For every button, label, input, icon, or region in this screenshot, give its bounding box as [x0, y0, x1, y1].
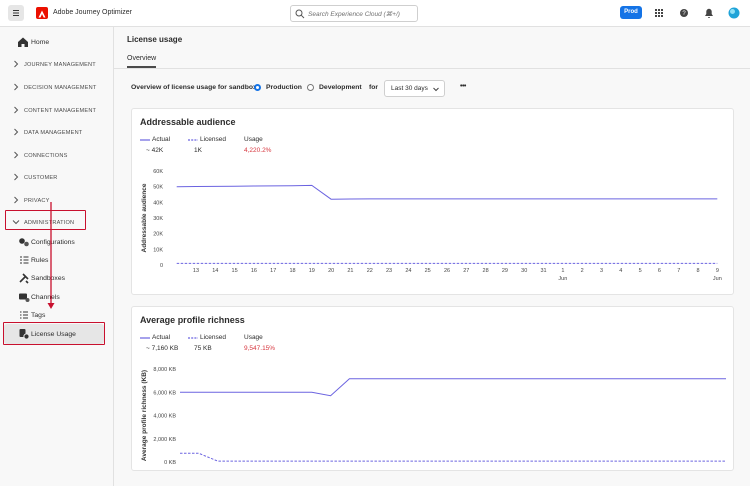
notifications-icon[interactable] [705, 8, 713, 18]
product-name[interactable]: Adobe Journey Optimizer [53, 9, 132, 16]
legend-value: ~ 42K [146, 147, 164, 154]
nav-item[interactable]: Configurations [31, 238, 75, 246]
svg-text:?: ? [682, 11, 686, 17]
legend-label: Licensed [200, 334, 227, 341]
nav-section[interactable]: CONTENT MANAGEMENT [24, 107, 97, 114]
chart-title: Average profile richness [140, 315, 245, 325]
usage-label: Usage [244, 334, 263, 341]
legend-label: Actual [152, 136, 171, 143]
legend-value: ~ 7,160 KB [146, 345, 179, 352]
header-icons: ? [655, 7, 740, 19]
chevron-icon [14, 106, 19, 114]
legend-swatch [140, 337, 150, 339]
chevron-icon [14, 173, 19, 181]
main-content: License usage Overview Overview of licen… [114, 27, 750, 486]
nav-item[interactable]: Tags [31, 311, 46, 319]
nav-icon [19, 293, 30, 302]
usage-label: Usage [244, 136, 263, 143]
search-box[interactable]: Search Experience Cloud (⌘+/) [290, 5, 418, 22]
apps-icon[interactable] [655, 9, 663, 17]
logo-glyph [38, 10, 46, 18]
nav-section[interactable]: ADMINISTRATION [24, 219, 75, 226]
radio-label[interactable]: Production [266, 84, 302, 91]
nav-item[interactable]: License Usage [31, 330, 76, 338]
nav-section[interactable]: CONNECTIONS [24, 152, 68, 159]
chart-title: Addressable audience [140, 117, 236, 127]
tab-divider [114, 68, 750, 69]
nav-item[interactable]: Home [31, 38, 50, 46]
nav-icon [19, 238, 29, 247]
menu-button[interactable] [8, 5, 24, 21]
chart-card: Average profile richness Actual ~ 7,160 KB… [131, 306, 734, 471]
legend-swatch [188, 139, 198, 141]
help-icon[interactable] [680, 9, 688, 17]
nav-section[interactable]: DATA MANAGEMENT [24, 129, 83, 136]
selected-background [4, 324, 104, 344]
legend-value: 1K [194, 147, 202, 154]
radio-button[interactable] [307, 84, 314, 91]
nav-section[interactable]: JOURNEY MANAGEMENT [24, 61, 96, 68]
nav-section[interactable]: PRIVACY [24, 197, 50, 204]
more-button[interactable]: ••• [460, 83, 466, 90]
chevron-icon [12, 220, 20, 225]
chart-card: Addressable audience Actual ~ 42K Licensed 1… [131, 108, 734, 295]
nav-item[interactable]: Sandboxes [31, 274, 66, 282]
highlight-box [5, 210, 86, 230]
legend-swatch [188, 337, 198, 339]
top-bar: Adobe Journey Optimizer Search Experienc… [0, 0, 750, 27]
search-icon [295, 9, 305, 19]
filter-label: Overview of license usage for sandbox [131, 84, 257, 91]
nav-section[interactable]: CUSTOMER [24, 174, 58, 181]
tab-overview[interactable]: Overview [127, 55, 157, 68]
nav-item[interactable]: Channels [31, 293, 60, 301]
chevron-icon [14, 83, 19, 91]
nav-icon [18, 37, 28, 47]
environment-button[interactable]: Prod [620, 6, 642, 19]
legend-swatch [140, 139, 150, 141]
chevron-icon [14, 196, 19, 204]
legend-value: 75 KB [194, 345, 212, 352]
usage-value: 4,220.2% [244, 147, 272, 154]
nav-icon [20, 311, 28, 319]
nav-icon [19, 329, 30, 340]
page-title: License usage [127, 35, 183, 44]
search-placeholder: Search Experience Cloud (⌘+/) [308, 10, 400, 18]
sidebar: Home JOURNEY MANAGEMENT DECISION MANAGEMEN… [0, 27, 114, 486]
dropdown-chevron [433, 87, 439, 92]
chevron-icon [14, 60, 19, 68]
chevron-icon [14, 128, 19, 136]
nav-section[interactable]: DECISION MANAGEMENT [24, 84, 97, 91]
range-dropdown[interactable]: Last 30 days [384, 80, 445, 97]
adobe-logo[interactable] [36, 7, 48, 19]
highlight-box [3, 322, 105, 345]
nav-item[interactable]: Rules [31, 256, 49, 264]
nav-icon [19, 273, 29, 284]
legend-label: Licensed [200, 136, 227, 143]
legend-label: Actual [152, 334, 171, 341]
chevron-icon [14, 151, 19, 159]
range-value: Last 30 days [391, 85, 428, 92]
radio-button[interactable] [254, 84, 261, 91]
menu-icon [13, 9, 19, 17]
radio-label[interactable]: Development [319, 84, 362, 91]
usage-value: 9,547.15% [244, 345, 276, 352]
for-label: for [369, 84, 379, 91]
nav-icon [20, 256, 29, 264]
